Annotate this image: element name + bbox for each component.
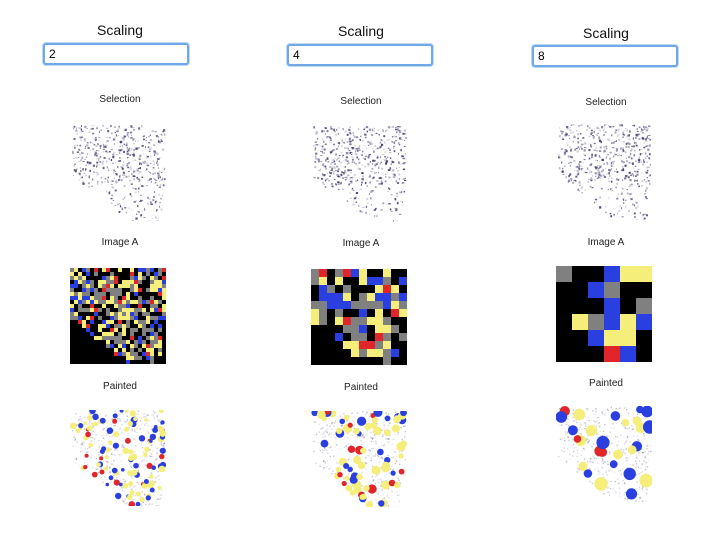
painted-label: Painted — [589, 378, 623, 389]
painted-label: Painted — [103, 381, 137, 392]
selection-label: Selection — [585, 97, 627, 108]
image-a-grid — [311, 269, 407, 365]
painted-svg — [556, 406, 652, 502]
column-scaling-4: Scaling Selection Image A Painted — [261, 0, 461, 540]
column-scaling-2: Scaling Selection Image A Painted — [20, 0, 220, 540]
image-a-grid — [556, 266, 652, 362]
painted-image — [70, 410, 166, 506]
painted-svg — [311, 411, 407, 507]
selection-svg — [313, 126, 407, 222]
image-a-label: Image A — [342, 238, 380, 249]
selection-label: Selection — [99, 94, 141, 105]
selection-image — [311, 126, 407, 222]
scaling-title: Scaling — [97, 22, 143, 38]
column-scaling-8: Scaling Selection Image A Painted — [506, 0, 706, 540]
image-a-svg — [70, 268, 166, 364]
selection-image — [556, 124, 652, 220]
image-a-label: Image A — [101, 237, 139, 248]
scaling-input[interactable] — [43, 43, 189, 65]
selection-label: Selection — [340, 96, 382, 107]
scaling-title: Scaling — [583, 25, 629, 41]
selection-svg — [558, 124, 652, 220]
image-a-label: Image A — [587, 237, 625, 248]
painted-image — [556, 406, 652, 502]
image-a-svg — [311, 269, 407, 365]
scaling-title: Scaling — [338, 23, 384, 39]
scaling-input[interactable] — [532, 45, 678, 67]
selection-image — [70, 125, 166, 221]
image-a-svg — [556, 266, 652, 362]
image-a-grid — [70, 268, 166, 364]
scaling-input[interactable] — [287, 44, 433, 66]
selection-svg — [72, 125, 166, 221]
painted-image — [311, 411, 407, 507]
painted-svg — [70, 410, 166, 506]
painted-label: Painted — [344, 382, 378, 393]
